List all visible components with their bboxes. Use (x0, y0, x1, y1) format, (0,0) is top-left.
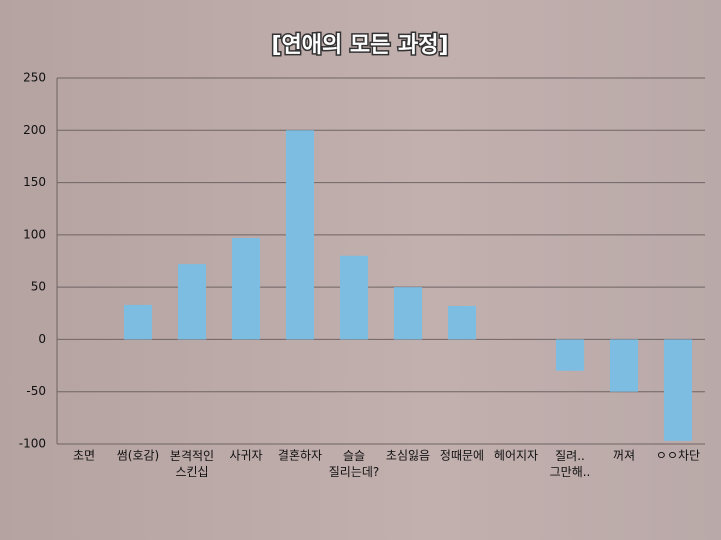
chart-title: [연애의 모든 과정] (271, 33, 448, 58)
bar (555, 339, 585, 371)
bar (609, 339, 639, 392)
bar (339, 255, 369, 340)
x-tick-label: 본격적인 스킨십 (170, 449, 214, 479)
y-tick-label: -50 (26, 384, 46, 398)
x-tick-label: 썸(호감) (117, 449, 159, 463)
x-tick-label: 초심잃음 (386, 449, 430, 463)
x-tick-label: 결혼하자 (278, 449, 322, 463)
x-tick-label: 사귀자 (229, 449, 262, 463)
bar (663, 339, 693, 441)
y-tick-label: -100 (19, 437, 46, 451)
y-tick-label: 150 (23, 175, 46, 189)
bar (447, 305, 477, 340)
x-tick-label: 질려.. 그만해.. (550, 449, 591, 479)
y-tick-label: 50 (31, 280, 46, 294)
x-tick-label: 초면 (73, 449, 95, 463)
bar (285, 130, 315, 340)
y-tick-label: 200 (23, 123, 46, 137)
y-tick-label: 250 (23, 71, 46, 85)
bar (231, 237, 261, 340)
y-tick-label: 0 (38, 332, 46, 346)
y-tick-label: 100 (23, 227, 46, 241)
x-tick-label: 꺼져 (613, 449, 635, 463)
bar (177, 264, 207, 340)
x-tick-label: 슬슬 질리는데? (329, 449, 380, 479)
x-tick-label: 헤어지자 (494, 449, 538, 463)
bar (393, 287, 423, 340)
x-tick-label: 정때문에 (440, 449, 484, 463)
x-tick-label: ㅇㅇ차단 (656, 449, 700, 463)
bar (123, 304, 153, 340)
